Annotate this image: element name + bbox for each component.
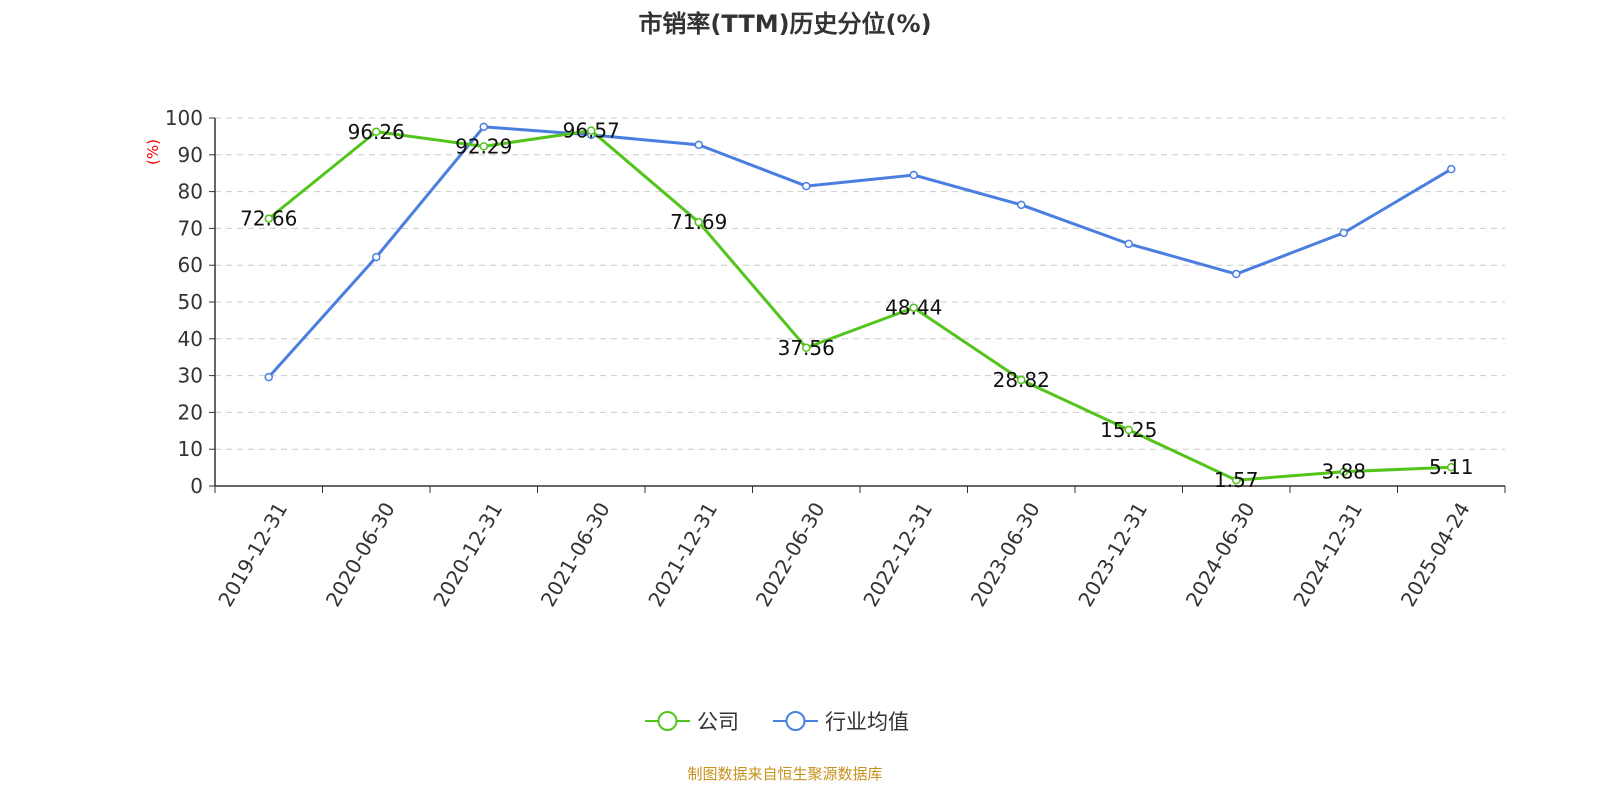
data-point[interactable] — [1124, 425, 1133, 435]
legend-item[interactable]: 公司 — [645, 710, 739, 734]
data-label: 71.69 — [670, 210, 727, 234]
y-tick-label: 10 — [178, 437, 203, 461]
data-point[interactable] — [264, 372, 273, 382]
series-line — [267, 129, 1452, 482]
data-label: 96.57 — [563, 119, 620, 143]
data-label: 37.56 — [778, 336, 835, 360]
data-label: 48.44 — [885, 296, 942, 320]
data-label: 72.66 — [240, 207, 297, 231]
y-tick-label: 60 — [178, 253, 203, 277]
data-point[interactable] — [1339, 228, 1348, 238]
data-point[interactable] — [1017, 200, 1026, 210]
data-point[interactable] — [587, 126, 596, 135]
data-point[interactable] — [1017, 375, 1026, 385]
data-point[interactable] — [1447, 462, 1456, 472]
data-point[interactable] — [1124, 239, 1133, 249]
y-tick-label: 100 — [165, 106, 203, 130]
x-tick-label: 2023-06-30 — [966, 498, 1045, 611]
x-tick-label: 2023-12-31 — [1073, 498, 1152, 611]
data-point[interactable] — [1339, 467, 1348, 476]
data-point[interactable] — [1232, 269, 1241, 279]
y-axis-label: (%) — [144, 139, 162, 165]
series-line — [267, 125, 1453, 379]
data-point[interactable] — [909, 170, 918, 180]
data-point[interactable] — [372, 127, 381, 137]
data-point[interactable] — [479, 142, 488, 151]
data-label: 3.88 — [1321, 460, 1366, 484]
data-point[interactable] — [372, 252, 381, 262]
footer-source: 制图数据来自恒生聚源数据库 — [687, 765, 882, 783]
x-tick-label: 2022-12-31 — [858, 498, 937, 611]
data-label: 1.57 — [1214, 468, 1259, 492]
y-tick-label: 40 — [178, 327, 203, 351]
y-tick-label: 30 — [178, 364, 203, 388]
data-point[interactable] — [802, 181, 811, 191]
x-tick-label: 2021-12-31 — [643, 498, 722, 611]
data-point[interactable] — [264, 214, 273, 223]
data-label: 15.25 — [1100, 418, 1157, 442]
y-tick-label: 70 — [178, 216, 203, 240]
chart-title: 市销率(TTM)历史分位(%) — [638, 10, 931, 38]
y-tick-label: 90 — [178, 143, 203, 167]
legend-label: 公司 — [697, 710, 739, 734]
data-point[interactable] — [479, 122, 488, 132]
data-point[interactable] — [1232, 475, 1241, 485]
data-point[interactable] — [1447, 164, 1456, 174]
data-point[interactable] — [909, 303, 918, 312]
x-tick-label: 2024-06-30 — [1181, 498, 1260, 611]
y-tick-label: 50 — [178, 290, 203, 314]
data-label: 5.11 — [1429, 455, 1474, 479]
legend-circle-icon — [785, 711, 806, 731]
data-label: 96.26 — [348, 120, 405, 144]
data-point[interactable] — [802, 343, 811, 353]
data-label: 28.82 — [993, 368, 1050, 392]
legend-circle-icon — [657, 711, 678, 731]
x-tick-label: 2022-06-30 — [751, 498, 830, 611]
data-label: 92.29 — [455, 134, 512, 158]
x-tick-label: 2021-06-30 — [536, 498, 615, 611]
data-point[interactable] — [694, 217, 703, 227]
x-tick-label: 2024-12-31 — [1288, 498, 1367, 611]
y-tick-label: 80 — [178, 180, 203, 204]
x-tick-label: 2019-12-31 — [213, 498, 292, 611]
x-tick-label: 2020-06-30 — [321, 498, 400, 611]
x-tick-label: 2020-12-31 — [428, 498, 507, 611]
y-tick-label: 0 — [190, 474, 203, 498]
x-tick-label: 2025-04-24 — [1396, 498, 1475, 611]
data-point[interactable] — [694, 140, 703, 150]
y-tick-label: 20 — [178, 400, 203, 424]
legend-item[interactable]: 行业均值 — [773, 710, 909, 734]
legend-label: 行业均值 — [825, 710, 909, 734]
